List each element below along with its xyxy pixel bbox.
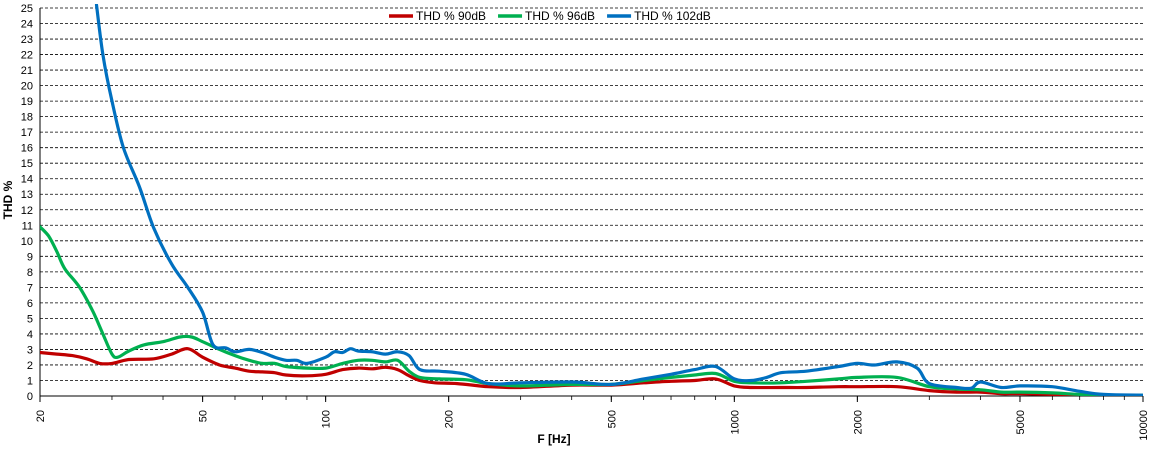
- y-tick-label: 2: [27, 360, 33, 372]
- x-tick-label: 50: [198, 410, 210, 422]
- grid-layer: [40, 7, 1143, 381]
- x-tick-label: 200: [444, 410, 456, 428]
- y-tick-label: 15: [21, 158, 33, 170]
- y-tick-label: 6: [27, 298, 33, 310]
- x-tick-label: 5000: [1015, 410, 1027, 434]
- y-tick-label: 25: [21, 3, 33, 15]
- y-tick-label: 18: [21, 112, 33, 124]
- y-tick-label: 12: [21, 205, 33, 217]
- y-tick-label: 1: [27, 375, 33, 387]
- y-tick-label: 3: [27, 344, 33, 356]
- series-line-3: [94, 4, 1143, 396]
- y-tick-label: 24: [21, 19, 33, 31]
- y-tick-label: 8: [27, 267, 33, 279]
- y-tick-label: 14: [21, 174, 33, 186]
- y-tick-label: 23: [21, 34, 33, 46]
- y-tick-label: 10: [21, 236, 33, 248]
- x-tick-label: 10000: [1138, 410, 1150, 441]
- series-line-2: [40, 225, 1143, 396]
- y-tick-label: 20: [21, 81, 33, 93]
- legend-label-1: THD % 90dB: [416, 9, 486, 23]
- axes-layer: 0123456789101112131415161718192021222324…: [21, 3, 1150, 441]
- y-tick-label: 19: [21, 96, 33, 108]
- legend-label-3: THD % 102dB: [634, 9, 711, 23]
- y-tick-label: 16: [21, 143, 33, 155]
- y-axis-title: THD %: [1, 180, 15, 219]
- series-line-1: [40, 347, 1143, 396]
- y-tick-label: 0: [27, 391, 33, 403]
- legend: THD % 90dB THD % 96dB THD % 102dB: [389, 9, 711, 23]
- y-tick-label: 9: [27, 251, 33, 263]
- y-tick-label: 11: [22, 220, 33, 232]
- x-tick-label: 20: [35, 410, 47, 422]
- series-layer: [40, 4, 1143, 396]
- x-axis-title: F [Hz]: [537, 432, 570, 446]
- legend-label-2: THD % 96dB: [525, 9, 595, 23]
- y-tick-label: 7: [27, 282, 33, 294]
- y-tick-label: 4: [27, 329, 33, 341]
- y-tick-label: 5: [27, 313, 33, 325]
- y-tick-label: 21: [21, 65, 33, 77]
- x-tick-label: 500: [606, 410, 618, 428]
- x-tick-label: 2000: [852, 410, 864, 434]
- y-tick-label: 17: [21, 127, 33, 139]
- y-tick-label: 13: [21, 189, 33, 201]
- x-tick-label: 1000: [729, 410, 741, 434]
- y-tick-label: 22: [21, 50, 33, 62]
- x-tick-label: 100: [321, 410, 333, 428]
